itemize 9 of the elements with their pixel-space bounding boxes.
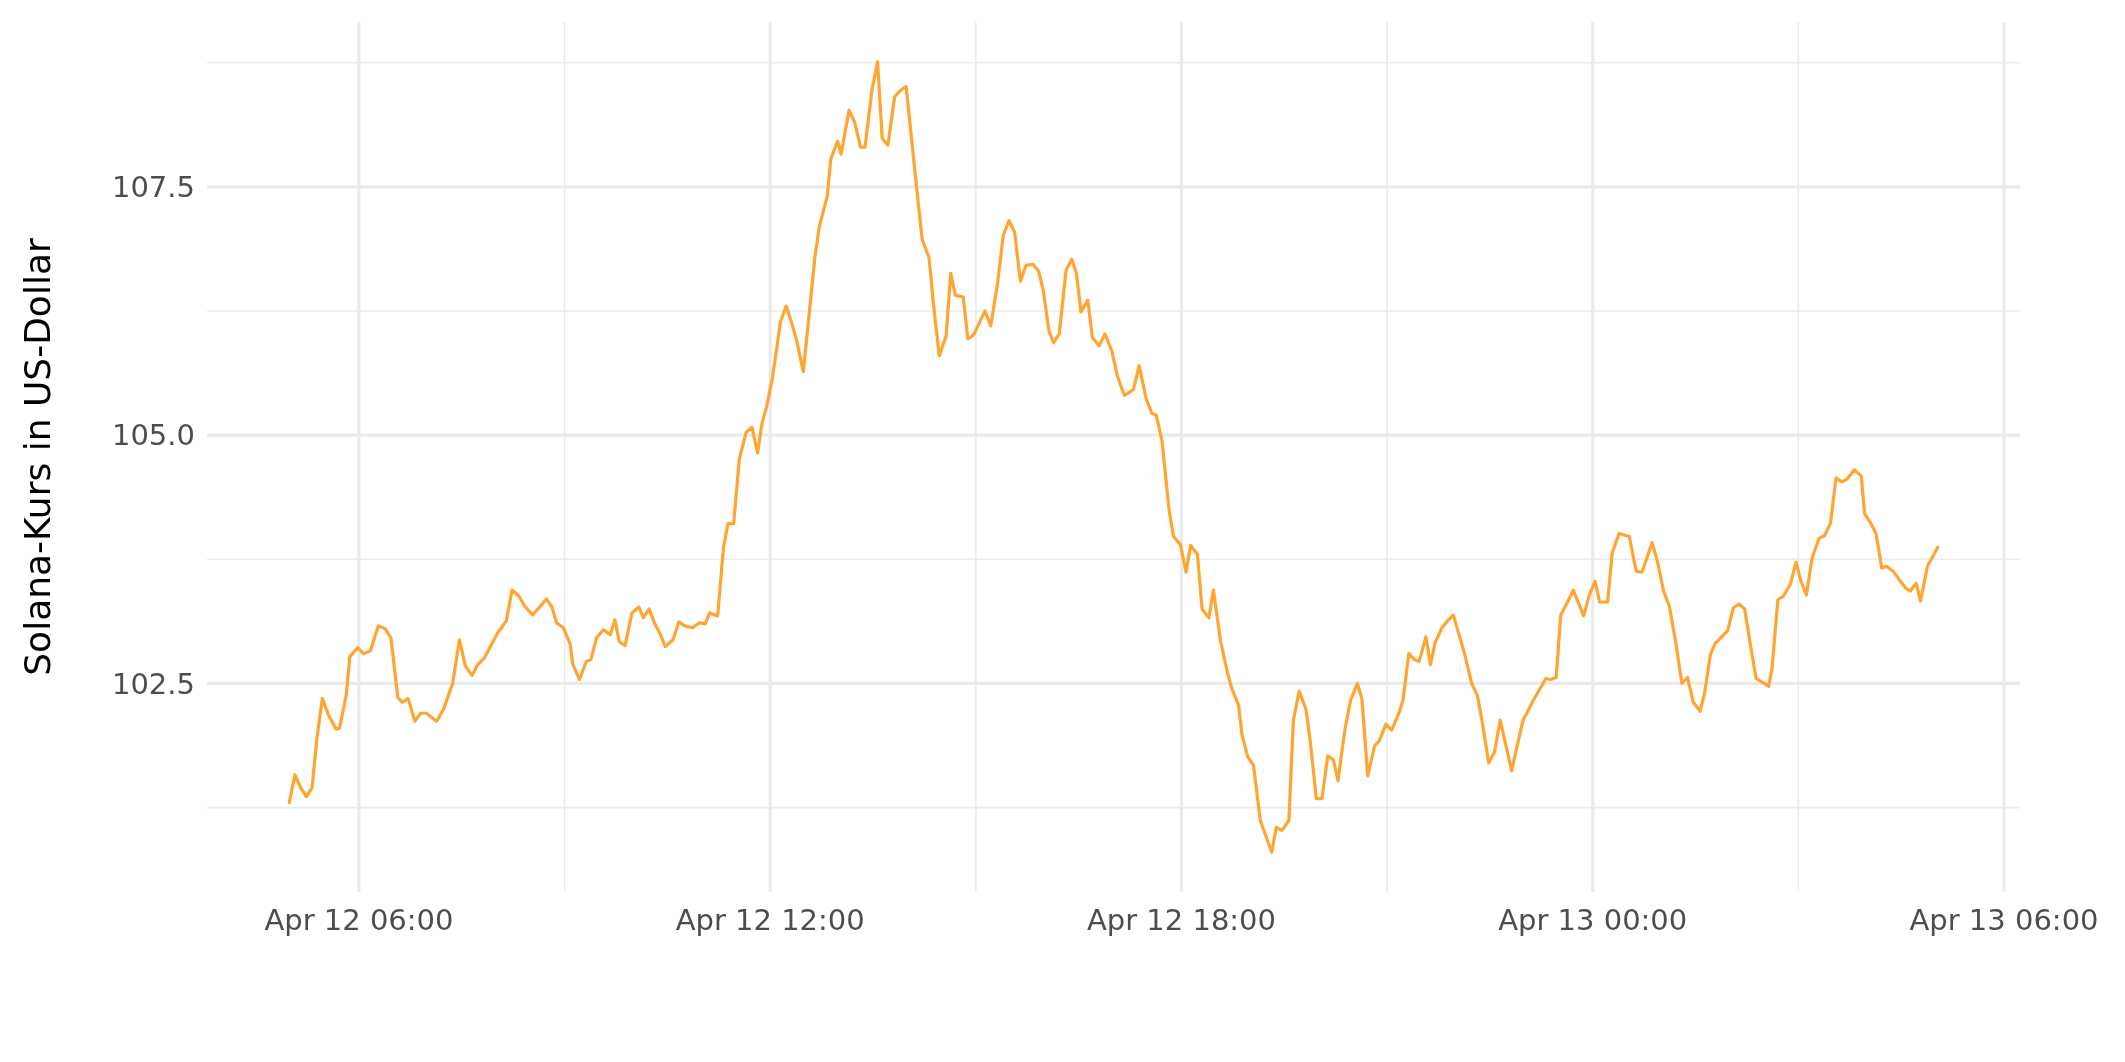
y-tick-label: 102.5 [111, 666, 195, 701]
x-tick-label: Apr 13 00:00 [1498, 903, 1688, 937]
x-tick-label: Apr 12 18:00 [1086, 903, 1277, 937]
y-tick-label: 105.0 [111, 418, 195, 453]
x-tick-label: Apr 13 06:00 [1909, 903, 2099, 937]
x-tick-label: Apr 12 06:00 [264, 903, 454, 937]
x-tick-label: Apr 12 12:00 [675, 903, 865, 937]
y-tick-label: 107.5 [111, 170, 195, 205]
y-axis-title: Solana-Kurs in US-Dollar [17, 238, 58, 676]
